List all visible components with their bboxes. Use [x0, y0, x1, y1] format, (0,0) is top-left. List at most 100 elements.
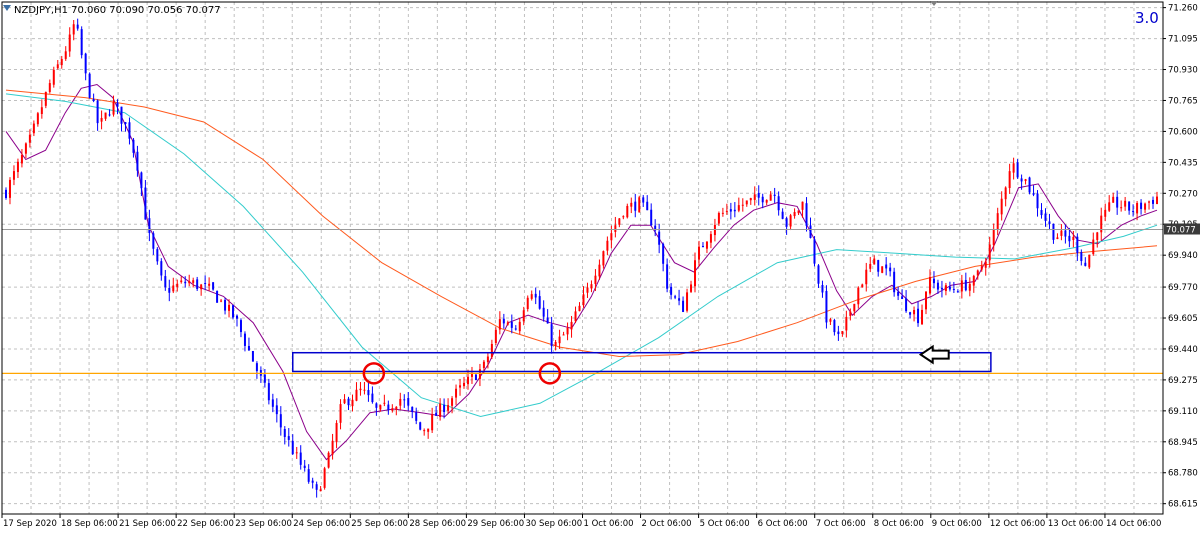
symbol-dropdown-icon[interactable]	[3, 5, 11, 11]
candle	[777, 191, 780, 216]
candle	[785, 216, 788, 235]
candle	[204, 275, 207, 290]
candle	[1004, 186, 1007, 207]
candle	[534, 287, 537, 305]
candle	[948, 281, 951, 292]
chart-shift-icon[interactable]	[930, 1, 938, 6]
candle	[1072, 230, 1075, 248]
candle	[809, 217, 812, 239]
candle	[686, 288, 689, 313]
candle	[781, 208, 784, 220]
y-tick-label: 69.110	[1168, 407, 1198, 417]
candle	[494, 327, 497, 346]
candle	[733, 202, 736, 218]
candle	[885, 257, 888, 276]
candle	[757, 185, 760, 206]
y-tick-label: 71.260	[1168, 4, 1198, 14]
candle	[944, 282, 947, 296]
candle	[339, 399, 342, 430]
candle	[251, 350, 254, 362]
candle	[538, 290, 541, 310]
candle	[68, 27, 71, 57]
candle	[104, 112, 107, 121]
candle	[120, 106, 123, 132]
candle	[1088, 254, 1091, 269]
candle	[1056, 233, 1059, 240]
y-tick-label: 70.765	[1168, 96, 1198, 106]
candle	[976, 269, 979, 280]
candle	[279, 406, 282, 436]
candle	[654, 219, 657, 237]
candle	[801, 201, 804, 218]
candle	[255, 361, 258, 379]
y-tick-label: 70.600	[1168, 127, 1198, 137]
arrow-left-icon	[918, 344, 950, 365]
candle	[295, 446, 298, 459]
y-tick-label: 70.270	[1168, 189, 1198, 199]
candle	[845, 310, 848, 338]
candle	[518, 317, 521, 335]
symbol-info: NZDJPY,H1 70.060 70.090 70.056 70.077	[14, 5, 221, 16]
candle	[570, 315, 573, 338]
x-tick-label: 22 Sep 06:00	[177, 519, 234, 529]
candle	[323, 466, 326, 490]
current-price-tag: 70.077	[1164, 223, 1200, 236]
candle	[228, 299, 231, 318]
candle	[1124, 196, 1127, 211]
candle	[550, 316, 553, 354]
current-price-label: 70.077	[1166, 226, 1196, 236]
x-tick-label: 6 Oct 06:00	[758, 519, 808, 529]
candle	[243, 331, 246, 352]
candle	[1060, 224, 1063, 241]
candle	[1032, 185, 1035, 197]
candle	[1156, 191, 1158, 205]
x-tick-label: 24 Sep 06:00	[293, 519, 350, 529]
candle	[379, 404, 382, 412]
candle	[8, 177, 11, 205]
candle	[315, 481, 318, 498]
candle	[825, 285, 828, 329]
candle	[188, 274, 191, 287]
candle	[88, 72, 91, 99]
candle	[873, 255, 876, 265]
candle	[136, 145, 139, 177]
candle	[749, 197, 752, 205]
candle	[371, 386, 374, 404]
candle	[1048, 213, 1051, 231]
candle	[606, 236, 609, 256]
candle	[893, 267, 896, 297]
x-tick-label: 12 Oct 06:00	[990, 519, 1045, 529]
candle	[1080, 249, 1083, 266]
candle	[988, 236, 991, 268]
candle	[717, 211, 720, 226]
candle	[670, 283, 673, 300]
candle	[841, 331, 844, 337]
candle	[514, 325, 517, 331]
annotations	[2, 228, 1163, 385]
candle	[678, 289, 681, 306]
candle	[1068, 227, 1071, 248]
x-tick-label: 28 Sep 06:00	[409, 519, 466, 529]
candle	[12, 165, 15, 186]
x-tick-label: 21 Sep 06:00	[119, 519, 176, 529]
candle	[463, 376, 466, 389]
candle	[299, 445, 302, 470]
candle	[427, 428, 430, 439]
candle	[582, 286, 585, 308]
candle	[212, 281, 215, 291]
candle	[506, 320, 509, 326]
candle	[164, 269, 167, 291]
candle	[769, 191, 772, 201]
candle	[1096, 231, 1099, 248]
candle	[156, 247, 159, 265]
candle	[590, 280, 593, 293]
candle	[128, 117, 131, 145]
candle	[498, 311, 501, 335]
candle	[216, 290, 219, 303]
y-tick-label: 68.945	[1168, 438, 1198, 448]
candle	[829, 317, 832, 325]
candle	[694, 252, 697, 293]
marker-circle	[362, 362, 386, 385]
